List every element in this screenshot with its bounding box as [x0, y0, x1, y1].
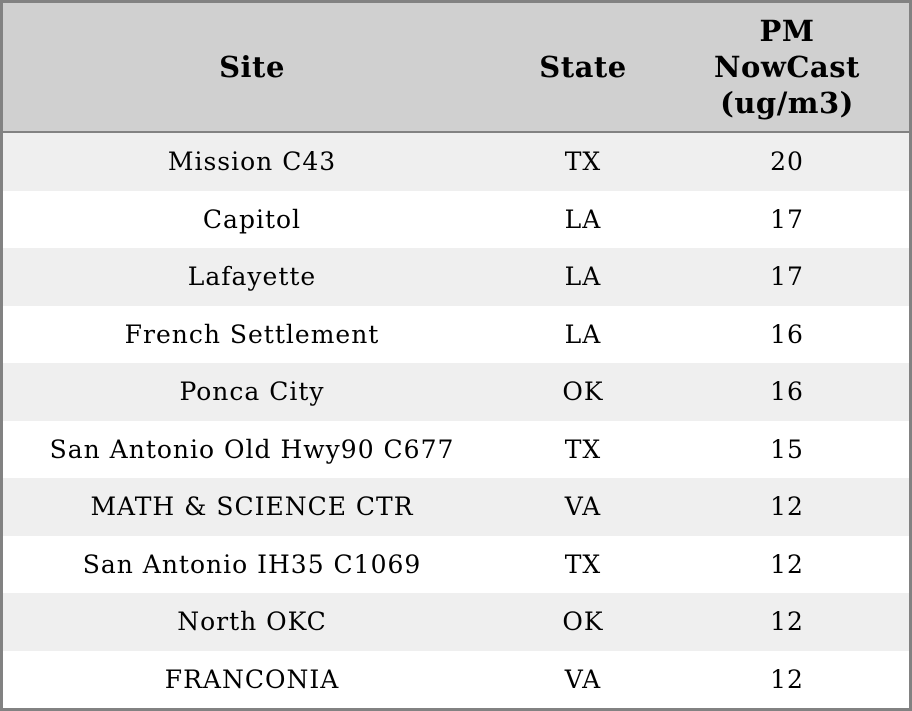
cell-site: FRANCONIA: [164, 664, 340, 694]
table-header-row: Site State PM NowCast (ug/m3): [3, 3, 909, 133]
cell-state: OK: [562, 377, 604, 407]
cell-site: MATH & SCIENCE CTR: [90, 492, 414, 522]
cell-pm: 17: [770, 262, 804, 292]
cell-pm: 12: [770, 492, 804, 522]
table-row: Mission C43 TX 20: [3, 132, 909, 191]
table-row: San Antonio Old Hwy90 C677 TX 15: [3, 420, 909, 478]
col-header-site: Site: [3, 3, 501, 133]
cell-pm: 12: [770, 549, 804, 579]
cell-pm: 12: [770, 664, 804, 694]
table-row: MATH & SCIENCE CTR VA 12: [3, 478, 909, 536]
cell-state: OK: [562, 607, 604, 637]
cell-site: San Antonio Old Hwy90 C677: [49, 434, 455, 464]
cell-state: LA: [564, 319, 602, 349]
cell-pm: 20: [770, 147, 804, 177]
cell-state: LA: [564, 204, 602, 234]
cell-state: VA: [564, 492, 602, 522]
col-header-pm-line1: PM: [759, 14, 815, 48]
table-row: Lafayette LA 17: [3, 248, 909, 306]
table-row: San Antonio IH35 C1069 TX 12: [3, 535, 909, 593]
cell-pm: 15: [770, 434, 804, 464]
col-header-pm-line2: NowCast: [714, 50, 860, 84]
cell-pm: 16: [770, 377, 804, 407]
cell-site: North OKC: [177, 607, 327, 637]
table-row: FRANCONIA VA 12: [3, 650, 909, 708]
table-row: Capitol LA 17: [3, 190, 909, 248]
table-header: Site State PM NowCast (ug/m3): [3, 3, 909, 133]
cell-state: TX: [564, 434, 602, 464]
cell-site: San Antonio IH35 C1069: [82, 549, 422, 579]
cell-site: French Settlement: [124, 319, 380, 349]
table-row: Ponca City OK 16: [3, 363, 909, 421]
col-header-pm-line3: (ug/m3): [720, 86, 854, 120]
cell-site: Lafayette: [187, 262, 317, 292]
table-row: French Settlement LA 16: [3, 305, 909, 363]
cell-state: TX: [564, 147, 602, 177]
cell-site: Capitol: [202, 204, 302, 234]
cell-state: LA: [564, 262, 602, 292]
table-body: Mission C43 TX 20 Capitol LA 17 Lafayette LA 17 F…: [3, 132, 909, 708]
cell-site: Ponca City: [179, 377, 325, 407]
cell-site: Mission C43: [167, 147, 337, 177]
col-header-pm-nowcast: PM NowCast (ug/m3): [665, 3, 909, 133]
pm-nowcast-table: Site State PM NowCast (ug/m3) Mission C4…: [3, 3, 909, 708]
cell-pm: 16: [770, 319, 804, 349]
cell-pm: 17: [770, 204, 804, 234]
cell-state: TX: [564, 549, 602, 579]
col-header-state: State: [501, 3, 665, 133]
cell-pm: 12: [770, 607, 804, 637]
table-row: North OKC OK 12: [3, 593, 909, 651]
cell-state: VA: [564, 664, 602, 694]
